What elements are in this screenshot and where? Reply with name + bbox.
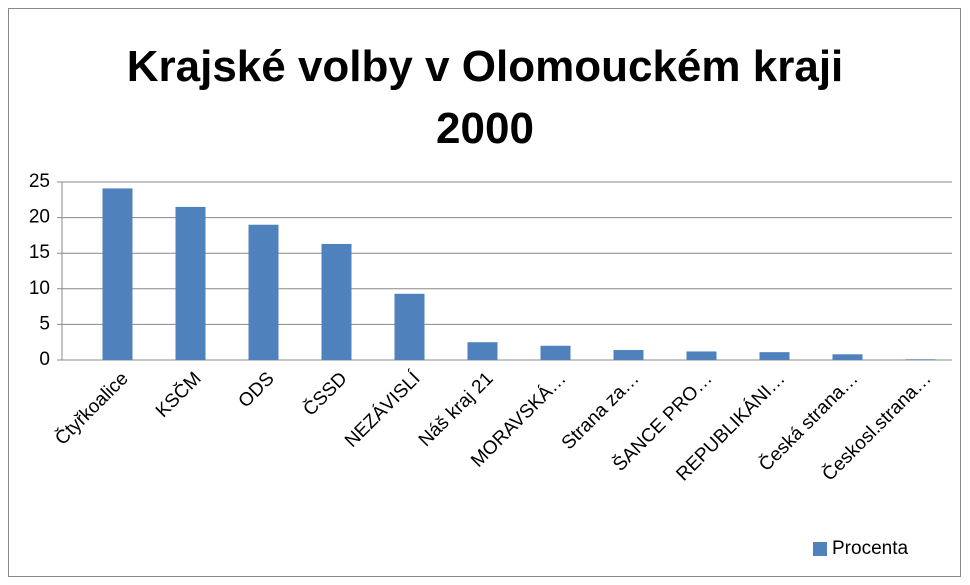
bar <box>394 293 425 360</box>
x-tick-label: ČSSD <box>299 368 352 421</box>
y-tick-label: 10 <box>29 278 50 299</box>
bar <box>613 350 644 360</box>
bar <box>321 243 352 360</box>
chart-frame <box>8 8 961 577</box>
bar <box>832 354 863 360</box>
x-tick-label: NEZÁVISLÍ <box>341 368 425 452</box>
y-tick-label: 25 <box>29 171 50 192</box>
bar <box>759 352 790 360</box>
bar <box>102 188 133 360</box>
bar <box>540 345 571 360</box>
bar <box>905 359 936 360</box>
bar <box>175 206 206 360</box>
legend-label: Procenta <box>832 538 908 559</box>
bar <box>686 351 717 360</box>
x-tick-label: ODS <box>235 368 279 412</box>
y-tick-label: 20 <box>29 207 50 228</box>
bar <box>467 342 498 360</box>
x-tick-label: KSČM <box>151 368 205 422</box>
y-tick-label: 15 <box>29 242 50 263</box>
chart-title: Krajské volby v Olomouckém kraji 2000 <box>126 42 844 153</box>
x-tick-label: Čtyřkoalice <box>51 368 133 450</box>
legend-swatch <box>813 542 827 556</box>
y-tick-label: 5 <box>39 313 50 334</box>
y-tick-label: 0 <box>39 349 50 370</box>
bar <box>248 224 279 360</box>
